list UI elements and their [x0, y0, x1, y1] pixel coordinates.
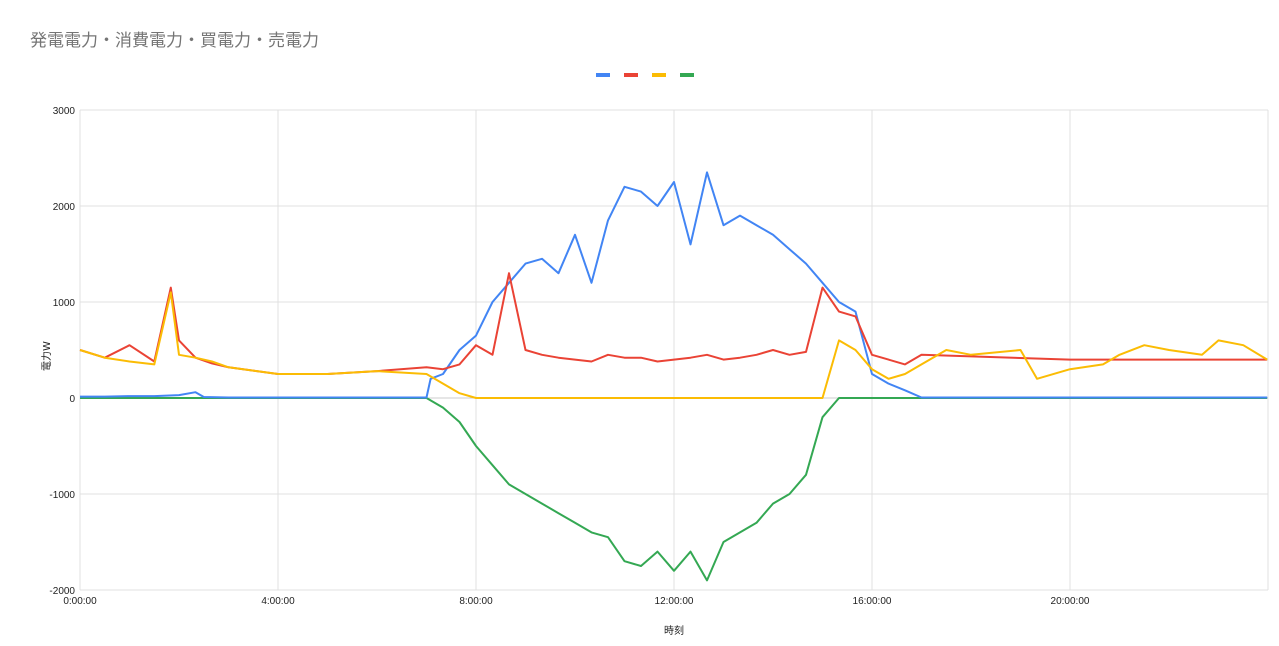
y-tick-label: 0	[69, 394, 75, 405]
series-line-3	[80, 397, 1268, 582]
legend-swatch[interactable]	[624, 73, 638, 77]
y-tick-label: -2000	[49, 586, 75, 597]
x-tick-label: 12:00:00	[655, 596, 694, 607]
x-tick-label: 8:00:00	[459, 596, 493, 607]
x-tick-label: 4:00:00	[261, 596, 295, 607]
legend	[596, 73, 694, 77]
x-tick-label: 20:00:00	[1051, 596, 1090, 607]
x-axis-ticks: 0:00:00 4:00:00 8:00:00 12:00:00 16:00:00 20:…	[63, 596, 1090, 607]
x-tick-label: 0:00:00	[63, 596, 97, 607]
x-axis-label: 時刻	[664, 624, 684, 637]
legend-swatch[interactable]	[652, 73, 666, 77]
series-line-1	[79, 272, 1268, 375]
y-tick-label: 1000	[53, 298, 76, 309]
chart-title: 発電電力・消費電力・買電力・売電力	[30, 31, 319, 51]
y-tick-label: 2000	[53, 202, 76, 213]
legend-swatch[interactable]	[680, 73, 694, 77]
y-axis-label: 電力W	[40, 341, 53, 371]
series-layer	[79, 171, 1268, 582]
x-tick-label: 16:00:00	[853, 596, 892, 607]
y-tick-label: -1000	[49, 490, 75, 501]
legend-swatch[interactable]	[596, 73, 610, 77]
series-line-2	[79, 291, 1268, 399]
y-axis-ticks: 3000 2000 1000 0 -1000 -2000	[49, 106, 75, 597]
y-tick-label: 3000	[53, 106, 76, 117]
series-line-0	[80, 171, 1268, 399]
